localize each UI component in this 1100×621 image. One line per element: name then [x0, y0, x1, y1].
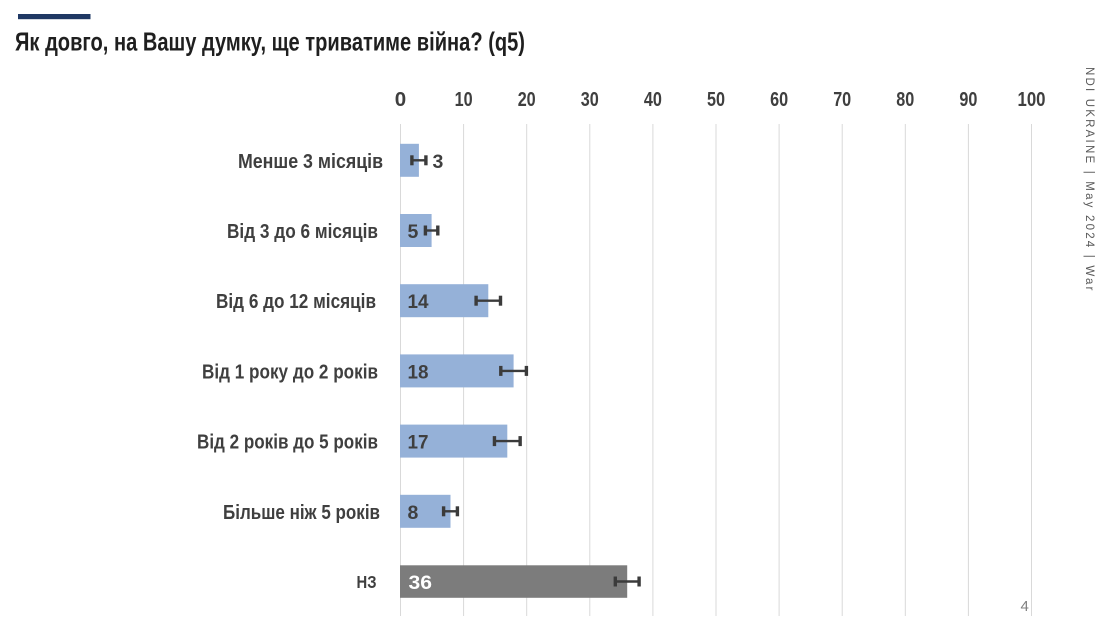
svg-text:Від 6 до 12 місяців: Від 6 до 12 місяців	[216, 290, 376, 313]
svg-text:30: 30	[581, 88, 599, 111]
svg-text:4: 4	[1021, 598, 1029, 615]
svg-text:НЗ: НЗ	[357, 572, 377, 592]
svg-text:Від 3 до 6 місяців: Від 3 до 6 місяців	[227, 220, 378, 243]
svg-text:40: 40	[644, 88, 662, 111]
svg-text:0: 0	[395, 88, 406, 111]
svg-text:5: 5	[408, 221, 419, 243]
svg-text:36: 36	[409, 572, 433, 594]
svg-text:50: 50	[707, 88, 725, 111]
svg-text:17: 17	[408, 432, 429, 454]
svg-text:Від 1 року до 2 років: Від 1 року до 2 років	[202, 360, 378, 383]
svg-text:8: 8	[408, 502, 419, 524]
svg-text:NDI UKRAINE | May 2024 | War: NDI UKRAINE | May 2024 | War	[1083, 67, 1095, 293]
svg-text:Як довго, на Вашу думку, ще тр: Як довго, на Вашу думку, ще триватиме ві…	[15, 27, 525, 57]
svg-text:14: 14	[408, 291, 429, 313]
svg-text:70: 70	[833, 88, 851, 111]
svg-text:Більше ніж 5 років: Більше ніж 5 років	[223, 501, 380, 524]
svg-text:Менше 3 місяців: Менше 3 місяців	[238, 150, 383, 173]
svg-text:3: 3	[433, 151, 444, 173]
svg-text:10: 10	[455, 88, 473, 111]
svg-text:80: 80	[896, 88, 914, 111]
svg-text:18: 18	[408, 361, 429, 383]
svg-text:20: 20	[518, 88, 536, 111]
svg-text:Від 2 років до 5 років: Від 2 років до 5 років	[197, 431, 378, 454]
svg-text:90: 90	[959, 88, 977, 111]
svg-text:60: 60	[770, 88, 788, 111]
svg-text:100: 100	[1018, 88, 1046, 111]
